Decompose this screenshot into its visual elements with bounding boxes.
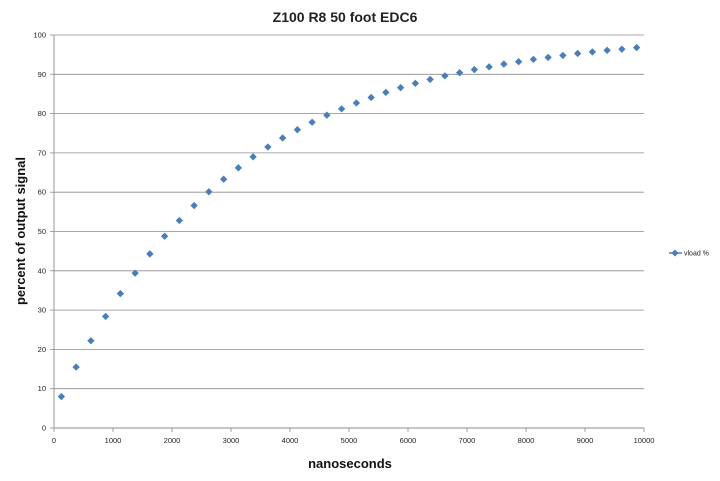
y-tick-label: 80 — [38, 109, 46, 118]
chart-title: Z100 R8 50 foot EDC6 — [273, 9, 418, 25]
y-tick-label: 20 — [38, 345, 46, 354]
legend-marker — [671, 249, 679, 257]
data-point — [72, 363, 80, 371]
y-tick-label: 40 — [38, 266, 46, 275]
data-point — [426, 75, 434, 84]
data-point — [323, 111, 331, 119]
axes — [50, 34, 645, 432]
data-point — [529, 55, 538, 64]
x-tick-label: 1000 — [105, 436, 122, 445]
data-point — [618, 45, 626, 53]
data-point — [116, 289, 125, 298]
y-tick-label: 0 — [42, 424, 46, 433]
y-axis-title: percent of output signal — [13, 157, 28, 305]
x-tick-label: 5000 — [341, 436, 358, 445]
data-point — [367, 93, 375, 102]
x-axis-title: nanoseconds — [308, 456, 392, 471]
x-tick-label: 4000 — [282, 436, 299, 445]
data-point — [190, 201, 198, 210]
data-point — [249, 153, 257, 161]
data-point — [175, 216, 184, 225]
y-tick-label: 10 — [38, 384, 46, 393]
data-point — [57, 392, 66, 401]
data-point — [382, 88, 390, 97]
data-point — [234, 164, 243, 172]
legend-label: vload % — [684, 251, 709, 258]
data-point — [264, 143, 272, 151]
data-point — [396, 83, 405, 92]
data-point — [308, 118, 316, 126]
data-point — [411, 79, 420, 88]
data-point — [603, 46, 611, 55]
data-point — [470, 65, 479, 74]
y-tick-label: 30 — [38, 306, 46, 315]
x-tick-label: 2000 — [164, 436, 181, 445]
x-tick-label: 0 — [52, 436, 56, 445]
data-point — [101, 312, 110, 321]
data-point — [205, 188, 213, 196]
data-point — [337, 105, 346, 113]
data-point — [485, 63, 493, 71]
gridlines — [54, 34, 644, 390]
x-tick-label: 6000 — [400, 436, 417, 445]
data-point — [573, 49, 582, 58]
x-tick-label: 8000 — [518, 436, 535, 445]
data-point — [352, 99, 361, 107]
y-tick-label: 60 — [38, 188, 46, 197]
y-tick-label: 50 — [38, 227, 46, 236]
y-tick-label: 100 — [33, 31, 46, 40]
data-point — [441, 72, 449, 80]
data-point — [219, 175, 228, 183]
data-point — [160, 232, 169, 240]
data-point — [588, 48, 597, 56]
x-tick-label: 10000 — [634, 436, 655, 445]
legend: vload % — [669, 249, 709, 258]
data-point — [278, 134, 287, 142]
data-point — [455, 69, 464, 77]
data-point — [87, 337, 95, 345]
y-tick-label: 90 — [38, 70, 46, 79]
data-point — [632, 43, 641, 52]
x-tick-label: 3000 — [223, 436, 240, 445]
y-tick-label: 70 — [38, 148, 46, 157]
data-point — [293, 126, 302, 134]
data-points — [57, 43, 641, 401]
data-point — [514, 58, 523, 66]
x-tick-label: 9000 — [577, 436, 594, 445]
data-point — [146, 250, 154, 258]
x-tick-label: 7000 — [459, 436, 476, 445]
data-point — [544, 53, 552, 62]
data-point — [500, 60, 508, 68]
data-point — [559, 51, 567, 60]
